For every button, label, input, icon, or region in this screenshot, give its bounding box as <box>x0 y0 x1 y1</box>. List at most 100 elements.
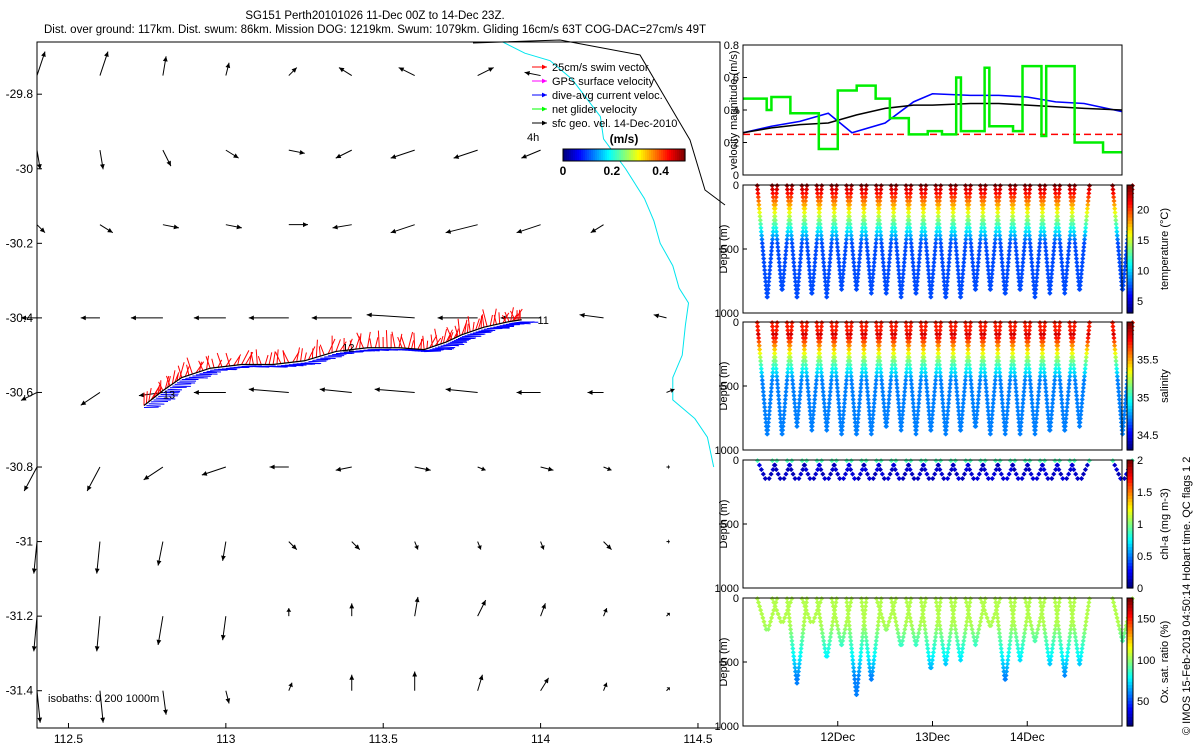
section-marker <box>1120 431 1126 437</box>
section-marker <box>1020 638 1026 644</box>
section-marker <box>970 263 976 269</box>
section-marker <box>873 458 880 464</box>
section-marker <box>878 458 884 464</box>
section-marker <box>864 471 870 477</box>
section-marker <box>809 427 815 433</box>
colorbar-cell <box>653 149 656 161</box>
section-marker <box>1023 599 1029 606</box>
section-marker <box>977 236 983 242</box>
section-marker <box>880 619 886 625</box>
section-marker <box>1054 611 1060 617</box>
section-marker <box>791 259 797 265</box>
section-marker <box>961 259 967 265</box>
section-marker <box>819 236 825 242</box>
section-marker <box>902 252 908 258</box>
section-marker <box>1005 263 1011 269</box>
section-marker <box>803 362 809 368</box>
section-colorbar-cell <box>1127 277 1133 282</box>
section-ylabel: Depth (m) <box>718 638 730 687</box>
section-marker <box>1012 458 1018 464</box>
section-marker <box>1113 221 1119 227</box>
section-marker <box>1037 599 1044 606</box>
section-marker <box>1067 599 1073 606</box>
section-marker <box>786 206 792 212</box>
section-marker <box>860 206 867 212</box>
section-marker <box>922 626 928 632</box>
colorbar-cell <box>639 149 642 161</box>
section-colorbar-cell <box>1127 598 1133 602</box>
section-marker <box>800 331 806 337</box>
colorbar-cell <box>613 149 616 161</box>
section-marker <box>867 275 873 281</box>
section-marker <box>945 646 951 652</box>
section-marker <box>933 599 939 606</box>
section-marker <box>774 236 780 242</box>
section-marker <box>861 213 867 219</box>
section-marker <box>904 599 910 606</box>
section-colorbar-cell <box>1127 261 1133 266</box>
section-marker <box>885 267 892 273</box>
section-marker <box>1058 248 1064 254</box>
section-marker <box>1069 611 1075 617</box>
section-marker <box>896 275 902 281</box>
section-marker <box>1022 240 1028 246</box>
section-marker <box>796 404 802 410</box>
section-marker <box>1028 248 1034 254</box>
section-marker <box>1077 282 1083 289</box>
current-vector <box>426 349 444 352</box>
section-marker <box>1121 630 1128 636</box>
section-marker <box>911 271 917 277</box>
section-marker <box>770 190 776 196</box>
section-marker <box>1020 642 1026 648</box>
section-marker <box>925 646 931 652</box>
section-marker <box>1026 467 1032 473</box>
section-marker <box>1036 248 1042 254</box>
section-marker <box>965 206 971 212</box>
section-marker <box>850 471 856 477</box>
section-marker <box>770 335 777 341</box>
section-marker <box>1056 630 1062 636</box>
section-marker <box>827 634 833 640</box>
swim-vector <box>398 333 403 348</box>
section-marker <box>1114 233 1120 239</box>
section-marker <box>826 271 832 277</box>
swim-vector <box>145 391 148 404</box>
map-y-tick-label: -30.6 <box>6 385 34 399</box>
geo-vector-head <box>543 677 549 684</box>
section-colorbar-cell <box>1127 322 1133 326</box>
section-marker <box>812 259 818 265</box>
colorbar-cell <box>667 149 670 161</box>
swim-vector <box>475 318 480 331</box>
section-marker <box>800 362 806 368</box>
section-marker <box>1112 206 1118 212</box>
section-marker <box>974 634 980 640</box>
section-marker <box>779 431 785 437</box>
map-x-tick-label: 114 <box>531 732 550 746</box>
section-marker <box>911 267 917 273</box>
section-marker <box>840 267 847 273</box>
geo-vector-head <box>138 392 145 398</box>
section-marker <box>826 267 832 273</box>
section-marker <box>766 275 772 281</box>
section-marker <box>1120 286 1126 292</box>
geo-vector-head <box>603 682 608 688</box>
section-marker <box>774 596 780 602</box>
section-marker <box>829 599 836 606</box>
section-marker <box>1014 259 1020 265</box>
section-marker <box>833 458 839 464</box>
section-marker <box>776 404 783 410</box>
section-marker <box>814 373 820 379</box>
section-marker <box>921 221 927 227</box>
section-marker <box>1013 471 1019 477</box>
section-colorbar-cell <box>1127 239 1133 244</box>
geo-vector-head <box>349 674 355 680</box>
section-marker <box>893 619 899 625</box>
section-marker <box>767 396 773 402</box>
colorbar-cell <box>563 149 566 161</box>
section-marker <box>799 183 805 189</box>
section-marker <box>1064 476 1070 482</box>
figure-title-line2: Dist. over ground: 117km. Dist. swum: 86… <box>43 24 706 36</box>
section-marker <box>892 225 898 231</box>
section-marker <box>776 400 782 406</box>
